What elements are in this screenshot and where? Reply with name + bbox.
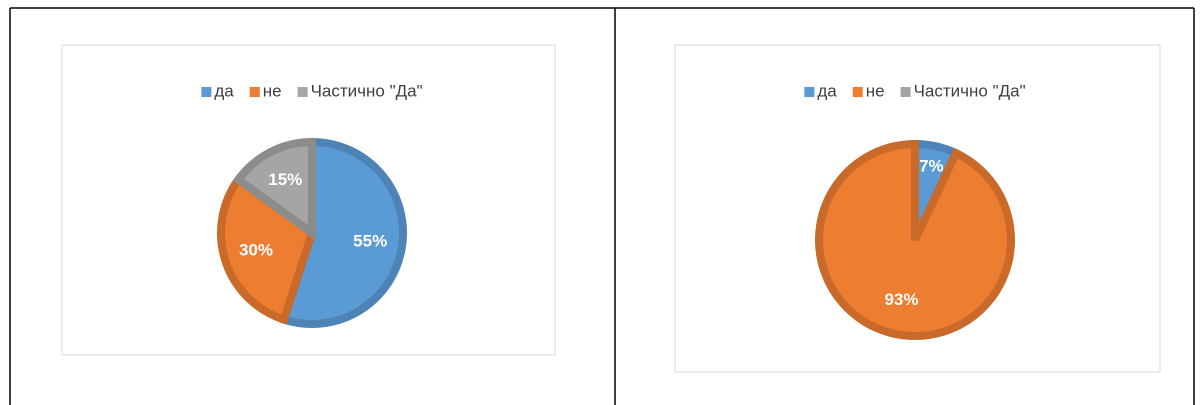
data-label: 7% <box>919 156 944 175</box>
legend-label: да <box>214 81 234 100</box>
data-label: 55% <box>353 232 387 251</box>
legend-swatch <box>249 87 260 97</box>
legend-label: не <box>866 81 885 100</box>
data-label: 30% <box>239 241 273 260</box>
legend-swatch <box>852 87 863 97</box>
legend-label: да <box>817 81 837 100</box>
pie-slice <box>232 137 316 241</box>
legend-swatch <box>804 87 815 97</box>
data-label: 93% <box>884 290 918 309</box>
pie-slice <box>815 139 1015 340</box>
legend-label: не <box>263 81 282 100</box>
legend-swatch <box>900 87 911 97</box>
pie-slice <box>217 173 317 325</box>
data-label: 15% <box>268 170 302 189</box>
legend-label: Частично "Да" <box>914 81 1026 100</box>
table-borders <box>9 7 1195 405</box>
legend-label: Частично "Да" <box>311 81 423 100</box>
legend-swatch <box>201 87 212 97</box>
legend-swatch <box>297 87 308 97</box>
